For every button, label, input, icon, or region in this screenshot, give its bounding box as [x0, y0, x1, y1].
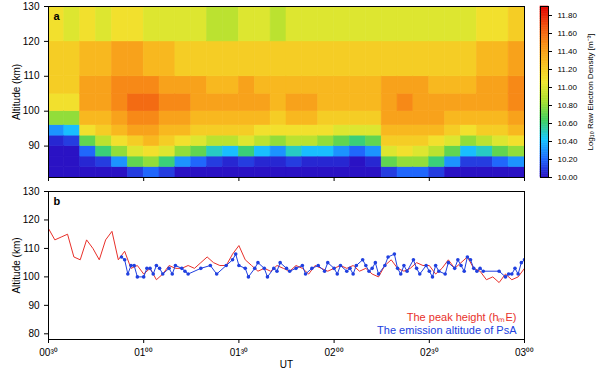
svg-text:The peak height (hₘE): The peak height (hₘE) [407, 311, 517, 323]
svg-text:120: 120 [23, 214, 40, 225]
svg-text:120: 120 [23, 36, 40, 47]
svg-text:UT: UT [280, 359, 293, 370]
svg-text:01³⁰: 01³⁰ [230, 347, 248, 358]
svg-text:11.20: 11.20 [558, 65, 578, 74]
svg-text:10.40: 10.40 [558, 137, 579, 146]
svg-text:10.60: 10.60 [558, 119, 579, 128]
svg-text:130: 130 [23, 1, 40, 12]
svg-text:10.00: 10.00 [558, 173, 579, 182]
svg-text:02³⁰: 02³⁰ [420, 347, 438, 358]
svg-text:10.20: 10.20 [558, 155, 579, 164]
svg-text:100: 100 [23, 271, 40, 282]
svg-text:110: 110 [24, 70, 40, 81]
svg-text:11.80: 11.80 [558, 11, 578, 20]
svg-text:10.80: 10.80 [558, 101, 579, 110]
svg-text:100: 100 [23, 105, 40, 116]
svg-text:11.60: 11.60 [558, 29, 578, 38]
svg-text:130: 130 [23, 186, 40, 197]
svg-text:The emission altitude of PsA: The emission altitude of PsA [377, 324, 517, 336]
svg-text:b: b [54, 195, 61, 207]
svg-text:00³⁰: 00³⁰ [39, 347, 57, 358]
svg-text:90: 90 [28, 140, 40, 151]
svg-text:Altitude (km): Altitude (km) [11, 237, 22, 293]
svg-text:11.40: 11.40 [558, 47, 578, 56]
svg-text:110: 110 [24, 243, 40, 254]
svg-text:90: 90 [28, 300, 40, 311]
svg-text:80: 80 [28, 328, 40, 339]
svg-text:Altitude (km): Altitude (km) [11, 64, 22, 120]
svg-text:01⁰⁰: 01⁰⁰ [134, 347, 153, 358]
svg-text:a: a [54, 10, 61, 22]
svg-text:Log₁₀ Raw Electron Density [m⁻: Log₁₀ Raw Electron Density [m⁻³] [586, 33, 595, 150]
svg-text:02⁰⁰: 02⁰⁰ [325, 347, 344, 358]
svg-text:03⁰⁰: 03⁰⁰ [515, 347, 534, 358]
svg-text:11.00: 11.00 [558, 83, 578, 92]
